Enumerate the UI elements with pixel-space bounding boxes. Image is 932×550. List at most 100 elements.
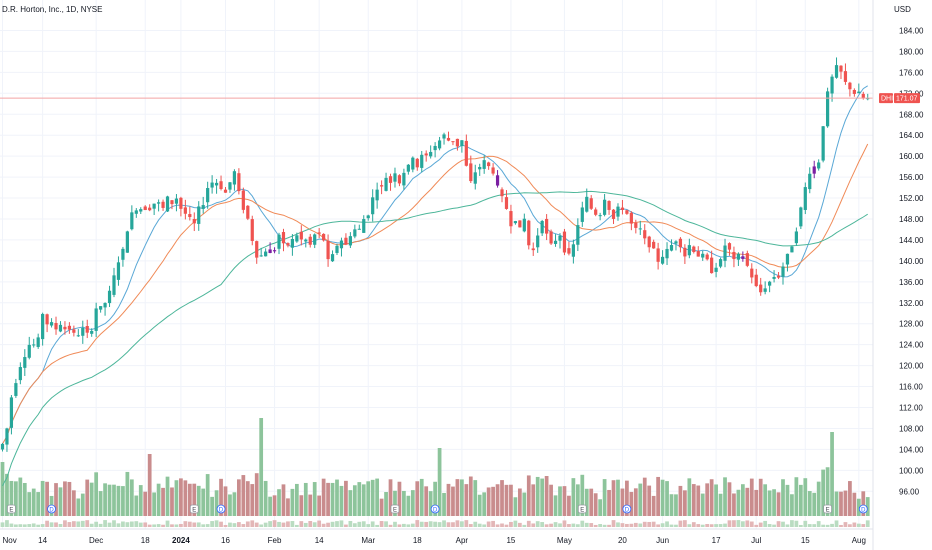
indicator-bar [522,524,527,527]
indicator-bar [5,520,9,527]
volume-bar [352,485,357,516]
volume-bar [384,492,388,516]
candle-body [272,250,277,252]
indicator-bar [656,524,660,527]
candle-body [197,206,201,224]
indicator-bar [129,521,134,527]
candle-body [116,262,121,280]
volume-bar [691,484,696,516]
candle-body [843,71,848,82]
indicator-bar [268,521,272,527]
candle-body [785,253,790,265]
volume-bar [125,471,130,516]
candle-body [246,205,250,219]
volume-bar [36,492,41,516]
indicator-bar [232,523,237,527]
earnings-marker-box [390,504,400,514]
candle-body [49,322,54,326]
volume-bar [406,495,411,516]
indicator-bar [402,523,406,527]
volume-bar [736,489,741,516]
volume-bar [455,479,460,516]
indicator-bar [772,524,776,527]
candle-body [638,228,642,230]
volume-bar [638,483,643,516]
time-tick-label: 18 [413,536,422,545]
indicator-bar [49,522,54,527]
time-tick-label: 15 [801,536,810,545]
candle-body [139,209,143,212]
volume-bar [156,483,161,516]
volume-bar [665,481,669,516]
indicator-bar [201,524,206,527]
indicator-bar [718,524,723,527]
volume-bar [575,484,580,516]
candle-body [85,326,89,333]
candle-body [518,220,522,228]
candle-body [629,212,633,224]
volume-bar [567,495,571,516]
volume-bar [678,485,683,516]
candle-body [571,244,575,257]
volume-bar [40,480,45,516]
indicator-bar [633,522,638,527]
volume-bar [464,484,469,516]
last-price-label: DHI 171.07 [879,93,920,104]
volume-bar [580,474,585,516]
price-axis[interactable]: 184.00180.00176.00172.00168.00164.00160.… [899,26,924,496]
indicator-bar [250,520,255,527]
volume-bar [705,483,710,516]
earnings-marker: E [390,504,400,514]
volume-bar [598,499,603,516]
indicator-bar [366,524,371,527]
candle-body [808,173,812,190]
indicator-bar [299,521,304,527]
indicator-bar [406,524,411,527]
candle-body [589,198,593,209]
candle-body [94,308,98,331]
candle-body [754,274,758,287]
volume-bar [620,488,625,516]
indicator-bar [700,524,705,527]
volume-bar [656,476,660,516]
indicator-bar [727,520,732,527]
time-axis[interactable]: Nov 14 Dec 18 2024 16 Feb 14 Mar 18 Apr 15 May 20 Jun 1… [3,536,866,545]
candle-body [504,197,509,209]
volume-bar [330,482,335,516]
volume-bar [366,481,371,516]
candle-body [834,65,839,78]
candle-body [397,175,402,184]
indicator-bar [776,521,781,527]
volume-bar [718,493,723,516]
volume-bar [830,432,834,516]
earnings-marker-box [823,504,832,514]
volume-bar [134,495,139,516]
candle-body [335,245,339,253]
indicator-bar [94,521,99,527]
volume-bar [286,498,290,516]
dividend-marker: D [430,504,440,514]
indicator-bar [794,520,799,527]
volume-bar [433,481,437,516]
candle-body [192,219,196,224]
volume-bar [312,482,317,516]
volume-bar [687,478,692,516]
chart-title: D.R. Horton, Inc., 1D, NYSE [2,5,102,14]
candle-body [0,443,5,450]
candle-body [531,248,535,251]
indicator-bar [464,520,469,527]
volume-bar [781,479,785,516]
candle-body [674,241,678,244]
indicator-bar [790,520,794,527]
candle-body [598,215,602,217]
indicator-bar [263,522,268,527]
volume-bar [589,488,594,516]
candle-body [562,231,567,253]
indicator-bar [602,524,607,527]
volume-bar [370,479,375,516]
volume-bar [18,477,23,516]
volume-bar [647,485,652,516]
candle-body [455,138,460,147]
